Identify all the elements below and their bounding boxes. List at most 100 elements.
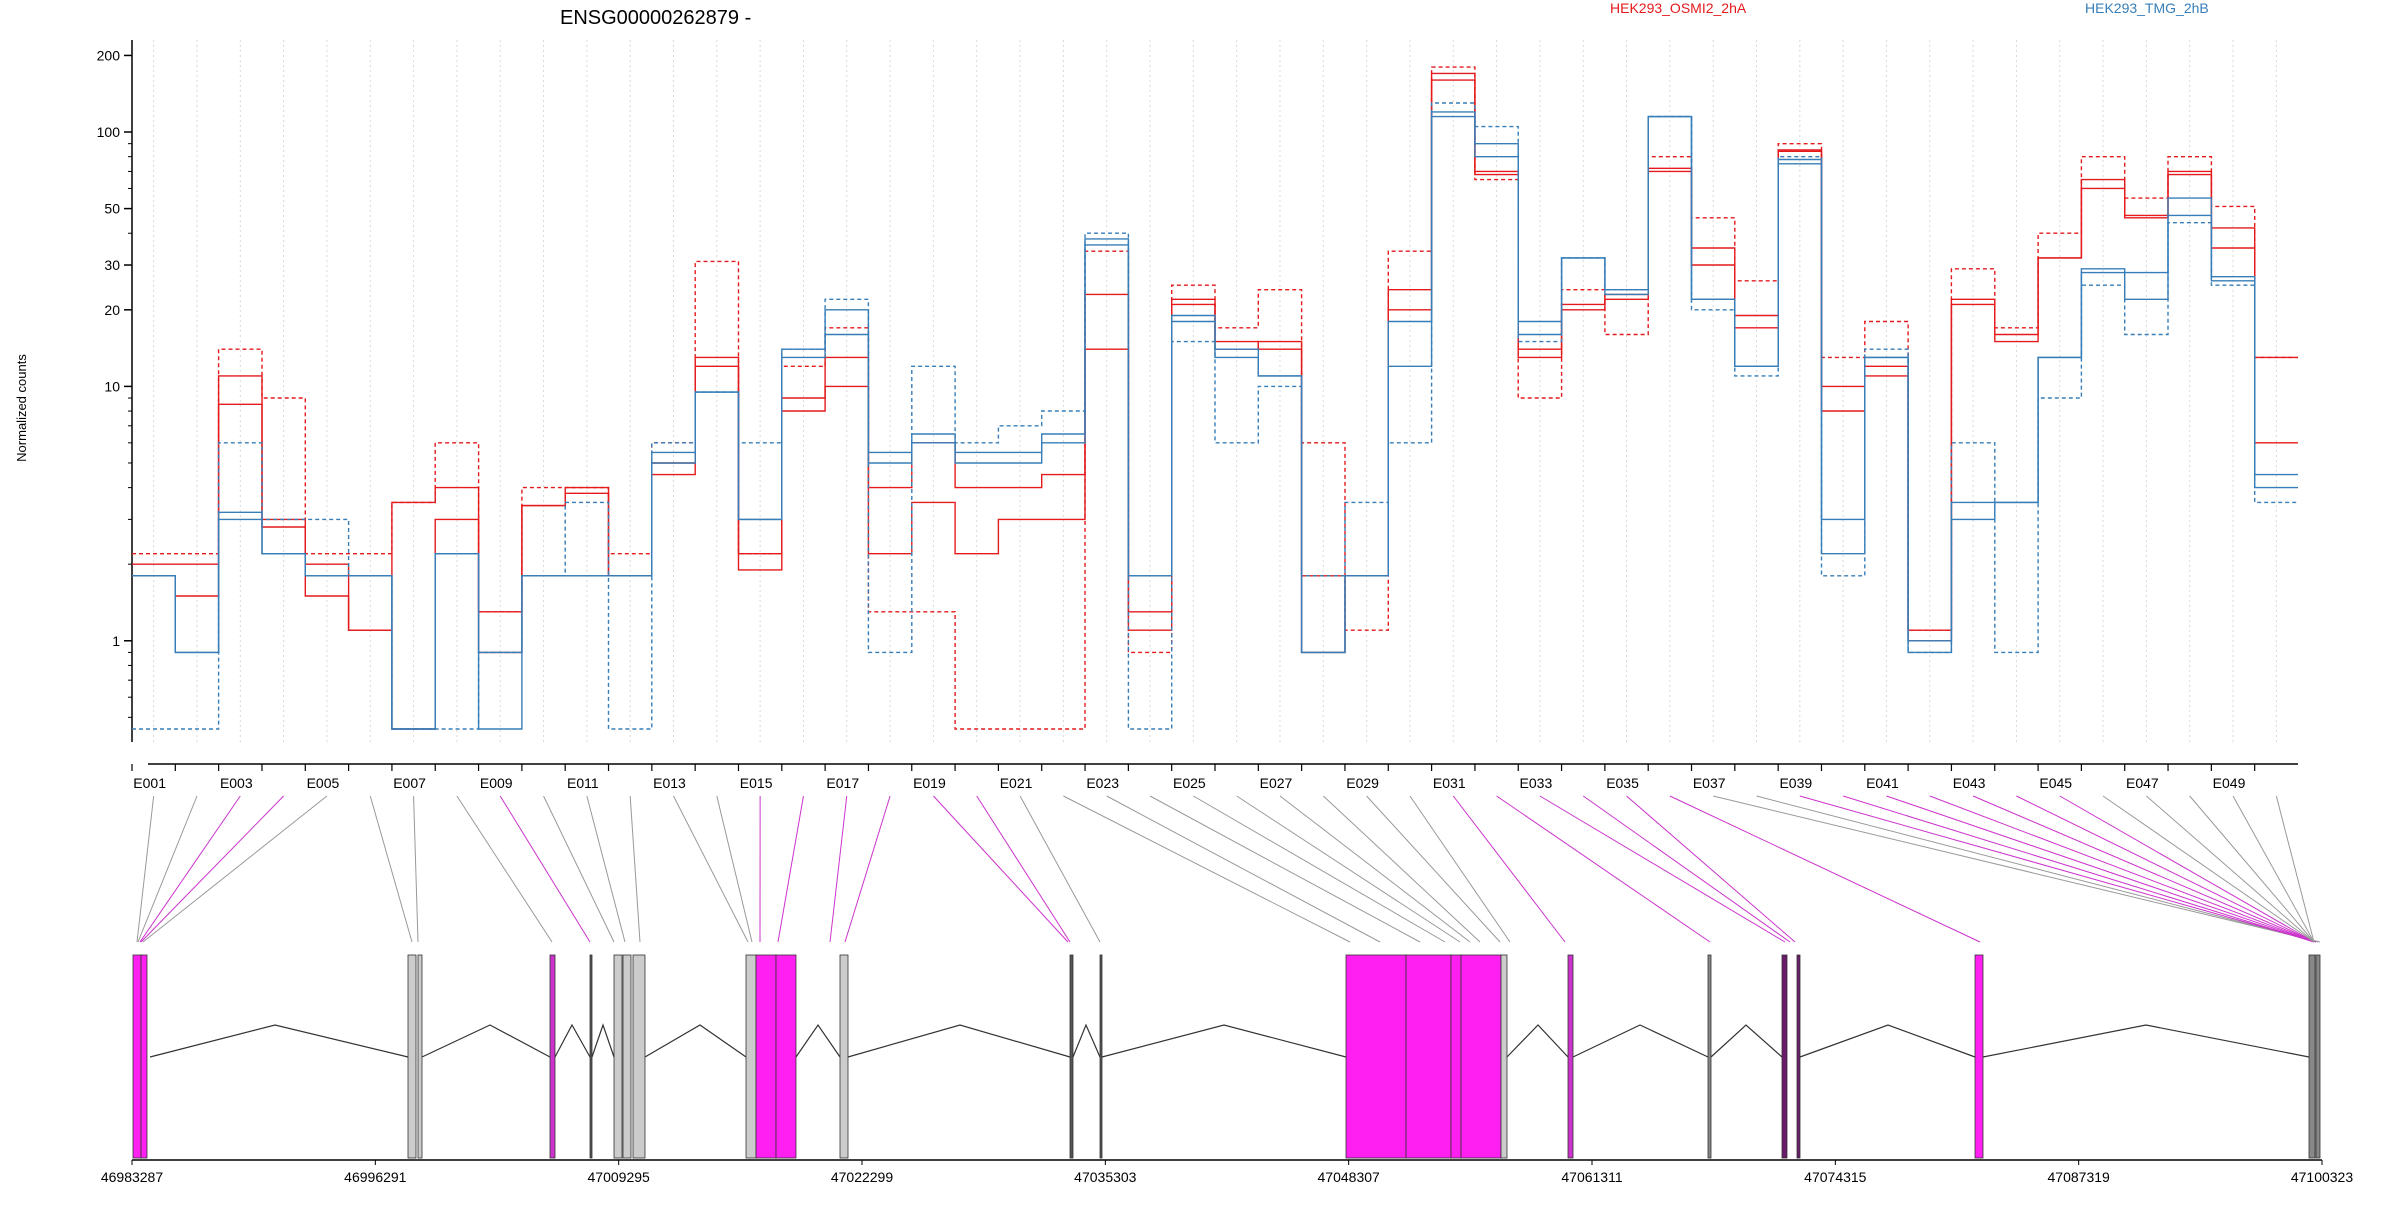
x-tick-label: E019 [913,775,946,791]
exon-box [746,955,756,1158]
intron-line [1073,1025,1100,1057]
x-tick-label: E009 [480,775,513,791]
exon-connector [500,796,590,942]
exon-connector [778,796,803,942]
exon-connector [1670,796,1980,942]
exon-connector [1930,796,2314,942]
exon-connector [630,796,640,942]
exon-box [623,955,631,1158]
y-tick-label: 50 [104,201,120,217]
exon-box [550,955,555,1158]
exon-connector [587,796,625,942]
exon-connector [674,796,749,942]
genomic-tick-label: 47074315 [1804,1169,1867,1185]
exon-connector [1453,796,1565,942]
x-tick-label: E043 [1953,775,1986,791]
exon-box [1070,955,1073,1158]
intron-line [422,1025,550,1057]
y-tick-label: 10 [104,378,120,394]
exon-connector [845,796,890,942]
exon-connector [544,796,614,942]
x-tick-label: E007 [393,775,426,791]
legend-entry-tmg: HEK293_TMG_2hB [2085,0,2209,16]
exon-box [1406,955,1451,1158]
x-tick-label: E033 [1520,775,1553,791]
exon-connector [933,796,1068,942]
exon-box [2316,955,2320,1158]
gene-model [133,955,2320,1158]
exon-connector [1800,796,2316,942]
x-tick-label: E001 [133,775,166,791]
intron-line [592,1025,614,1057]
exon-box [1797,955,1800,1158]
intron-line [555,1025,590,1057]
y-axis-label: Normalized counts [14,354,29,462]
exon-connector [1063,796,1350,942]
intron-line [1711,1025,1782,1057]
x-tick-label: E041 [1866,775,1899,791]
x-tick-label: E037 [1693,775,1726,791]
exon-connectors [137,796,2320,942]
x-tick-label: E029 [1346,775,1379,791]
x-tick-label: E049 [2213,775,2246,791]
genomic-tick-label: 46983287 [101,1169,164,1185]
exon-box [141,955,147,1158]
exon-connector [1540,796,1785,942]
exon-connector [1973,796,2314,942]
exon-connector [1367,796,1500,942]
y-tick-label: 100 [97,124,121,140]
x-tick-label: E023 [1086,775,1119,791]
exon-connector [830,796,847,942]
exon-connector [1843,796,2314,942]
intron-line [848,1025,1070,1057]
exon-connector [1583,796,1790,942]
genomic-tick-label: 47035303 [1074,1169,1137,1185]
x-tick-label: E017 [826,775,859,791]
exon-connector [1410,796,1510,942]
x-tick-label: E047 [2126,775,2159,791]
exon-box [1501,955,1507,1158]
x-tick-label: E035 [1606,775,1639,791]
intron-line [645,1025,746,1057]
exon-connector [1150,796,1420,942]
x-tick-label: E011 [567,775,599,791]
exon-connector [1193,796,1445,942]
exon-connector [1627,796,1795,942]
exon-box [1461,955,1501,1158]
genomic-tick-label: 47048307 [1318,1169,1381,1185]
exon-box [1708,955,1711,1158]
exon-connector [140,796,240,942]
genomic-tick-label: 47100323 [2291,1169,2354,1185]
intron-line [1573,1025,1708,1057]
exon-connector [137,796,154,942]
exon-connector [141,796,284,942]
exon-connector [1886,796,2314,942]
exon-connector [414,796,418,942]
exon-box [1782,955,1787,1158]
exon-box [1975,955,1983,1158]
x-tick-label: E003 [220,775,253,791]
x-tick-label: E027 [1260,775,1293,791]
exon-box [840,955,848,1158]
exon-box [1568,955,1573,1158]
chart-title: ENSG00000262879 - [560,7,751,29]
exon-connector [1497,796,1710,942]
y-tick-label: 1 [112,633,120,649]
intron-line [796,1025,840,1057]
exon-box [614,955,622,1158]
intron-line [1102,1025,1346,1057]
y-tick-label: 200 [97,47,121,63]
exon-box [633,955,645,1158]
genomic-tick-label: 47009295 [588,1169,651,1185]
genomic-tick-label: 47061311 [1561,1169,1622,1185]
intron-line [1800,1025,1975,1057]
intron-line [150,1025,408,1057]
x-tick-label: E021 [1000,775,1033,791]
exon-connector [457,796,552,942]
intron-line [1507,1025,1568,1057]
exon-connector [1237,796,1460,942]
